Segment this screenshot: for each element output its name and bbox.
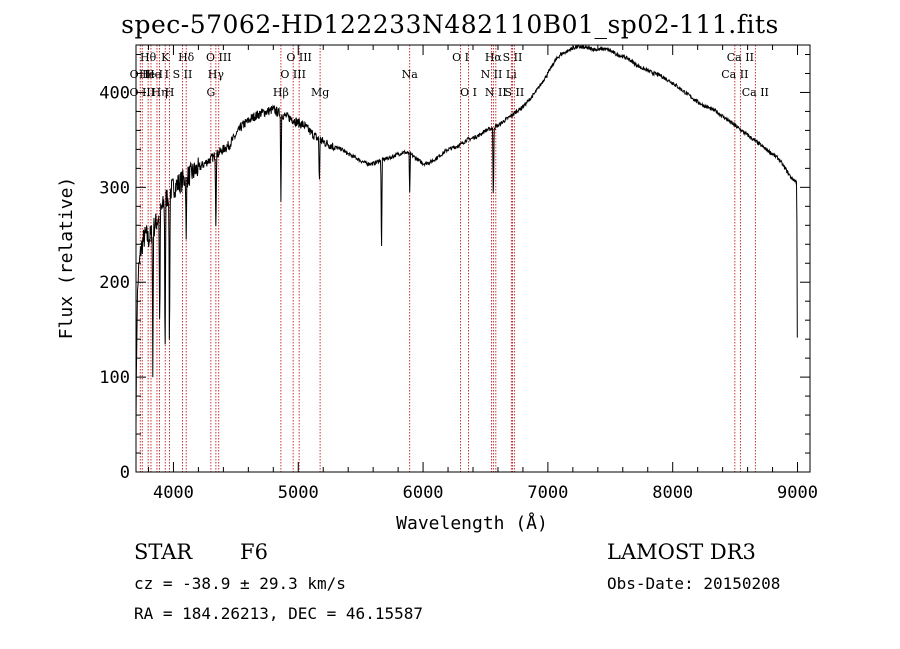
chart-title: spec-57062-HD122233N482110B01_sp02-111.f… [121, 10, 779, 39]
line-label-26: Ca II [721, 68, 748, 81]
x-tick-label-5: 9000 [777, 483, 818, 503]
line-label-23: Li [506, 68, 517, 81]
x-tick-label-2: 6000 [403, 483, 444, 503]
line-label-10: G [206, 86, 215, 99]
x-axis-label: Wavelength (Å) [396, 512, 548, 534]
line-label-16: Mg [311, 86, 329, 99]
line-label-4: He I [145, 68, 169, 81]
line-label-15: O III [286, 51, 312, 64]
line-markers [139, 45, 756, 472]
y-tick-label-3: 300 [99, 178, 130, 198]
x-tick-label-3: 7000 [527, 483, 568, 503]
line-label-3: He I [139, 68, 163, 81]
line-label-19: O I [460, 86, 477, 99]
line-label-0: O II [130, 68, 151, 81]
line-label-25: S II [504, 86, 524, 99]
line-label-5: Hη [151, 86, 167, 99]
line-label-24: S II [503, 51, 523, 64]
line-label-8: S II [173, 68, 193, 81]
line-label-6: K [161, 51, 170, 64]
spectral-subclass: F6 [240, 540, 268, 564]
object-class: STAR [134, 540, 193, 564]
axis-ticks: 4000 5000 6000 7000 8000 9000 0 100 200 300 400 [99, 45, 818, 503]
y-tick-label-1: 100 [99, 368, 130, 388]
coordinates: RA = 184.26213, DEC = 46.15587 [134, 604, 423, 623]
x-tick-label-4: 8000 [652, 483, 693, 503]
plot-frame [135, 44, 811, 473]
redshift-readout: cz = -38.9 ± 29.3 km/s [134, 574, 346, 593]
line-label-11: Hγ [208, 68, 225, 81]
obs-date: Obs-Date: 20150208 [607, 574, 781, 593]
line-label-17: Na [402, 68, 419, 81]
y-axis-label: Flux (relative) [56, 177, 77, 340]
line-label-12: O III [206, 51, 232, 64]
survey-name: LAMOST DR3 [607, 540, 756, 564]
y-tick-label-4: 400 [99, 83, 130, 103]
line-label-21: Hα [485, 51, 503, 64]
spectrum-series-line [135, 44, 798, 427]
line-label-7: H [165, 86, 175, 99]
y-tick-label-0: 0 [120, 463, 130, 483]
y-tick-label-2: 200 [99, 273, 130, 293]
line-label-2: Hθ [140, 51, 157, 64]
line-label-13: Hβ [273, 86, 289, 99]
line-label-18: O I [452, 51, 469, 64]
x-tick-label-0: 4000 [153, 483, 194, 503]
line-label-20: N II [481, 68, 503, 81]
line-label-27: Ca II [727, 51, 754, 64]
x-tick-label-1: 5000 [278, 483, 319, 503]
line-label-9: Hδ [178, 51, 195, 64]
line-label-14: O III [280, 68, 306, 81]
line-label-28: Ca II [742, 86, 769, 99]
line-label-22: N II [485, 86, 507, 99]
line-labels: O II O III Hθ He IHe I Hη K H S II Hδ G Hγ O III Hβ O… [129, 51, 768, 99]
